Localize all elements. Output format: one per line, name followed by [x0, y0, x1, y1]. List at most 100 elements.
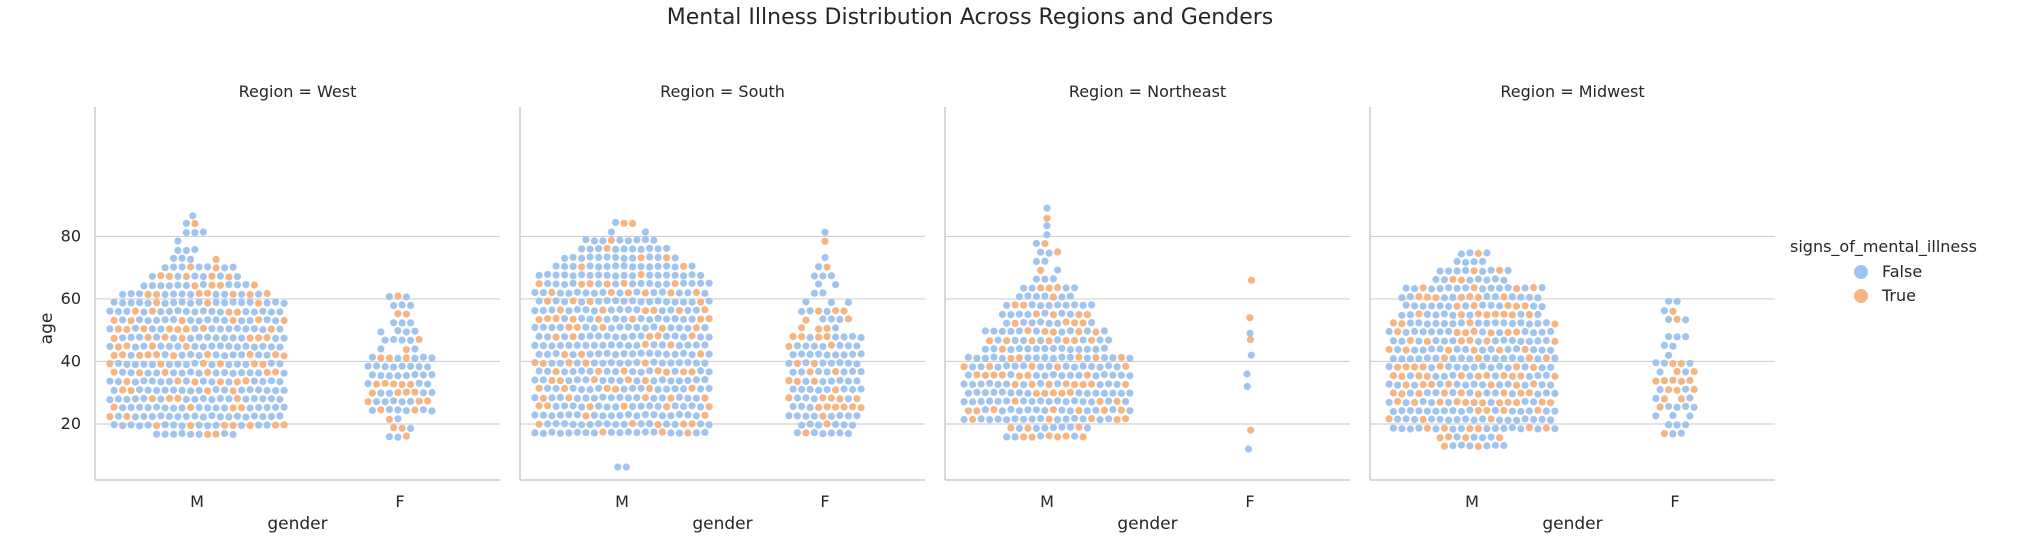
data-point	[1500, 372, 1508, 380]
data-point	[1457, 337, 1465, 345]
data-point	[544, 314, 552, 323]
data-point	[1470, 363, 1478, 371]
data-point	[178, 298, 186, 306]
legend: signs_of_mental_illness False True	[1790, 237, 1977, 305]
data-point	[1690, 385, 1698, 394]
data-point	[1673, 403, 1681, 411]
data-point	[1054, 284, 1062, 292]
data-point	[595, 297, 603, 305]
data-point	[671, 280, 679, 288]
data-point	[620, 333, 628, 341]
data-point	[535, 350, 543, 358]
data-point	[1508, 390, 1516, 398]
data-point	[1071, 284, 1079, 292]
data-point	[556, 289, 565, 297]
data-point	[667, 324, 675, 332]
data-point	[1682, 402, 1690, 410]
data-point	[697, 403, 705, 411]
data-point	[1428, 302, 1436, 310]
y-tick-label: 60	[61, 289, 81, 308]
data-point	[590, 341, 599, 349]
data-point	[1517, 372, 1525, 380]
data-point	[684, 394, 692, 402]
data-point	[1457, 372, 1465, 380]
data-point	[599, 393, 607, 401]
data-point	[539, 342, 548, 350]
data-point	[675, 324, 684, 332]
data-point	[629, 368, 637, 376]
data-point	[969, 398, 977, 406]
data-point	[170, 263, 178, 271]
data-point	[1075, 407, 1083, 415]
data-point	[1656, 403, 1664, 411]
data-point	[1445, 416, 1453, 424]
data-point	[1474, 293, 1482, 301]
data-point	[578, 333, 586, 341]
data-point	[161, 421, 169, 429]
data-point	[578, 263, 586, 271]
data-point	[212, 351, 220, 359]
data-point	[242, 325, 250, 333]
data-point	[697, 385, 705, 393]
swarm-points	[531, 218, 865, 471]
data-point	[1530, 329, 1538, 337]
data-point	[1126, 389, 1134, 397]
data-point	[1440, 337, 1448, 345]
data-point	[806, 385, 814, 393]
data-point	[573, 288, 582, 296]
data-point	[157, 282, 165, 290]
data-point	[1436, 362, 1444, 370]
data-point	[1517, 389, 1525, 397]
data-point	[1483, 354, 1491, 362]
data-point	[1015, 345, 1024, 353]
data-point	[823, 332, 831, 341]
data-point	[616, 411, 624, 420]
data-point	[1479, 328, 1487, 336]
data-point	[1028, 433, 1036, 441]
data-point	[187, 368, 195, 376]
data-point	[364, 362, 372, 370]
data-point	[1445, 346, 1453, 354]
data-point	[1054, 433, 1062, 441]
data-point	[1049, 328, 1057, 336]
data-point	[1071, 336, 1079, 345]
data-point	[1669, 411, 1677, 419]
data-point	[428, 388, 436, 397]
data-point	[544, 367, 552, 375]
data-point	[1037, 266, 1045, 274]
data-point	[131, 324, 139, 332]
data-point	[802, 394, 810, 402]
data-point	[1474, 249, 1482, 257]
data-point	[1049, 344, 1057, 353]
data-point	[208, 378, 216, 386]
data-point	[1105, 415, 1113, 423]
data-point	[1440, 372, 1448, 380]
data-point	[650, 411, 658, 419]
data-point	[1542, 336, 1550, 345]
data-point	[178, 263, 186, 271]
data-point	[1402, 346, 1410, 354]
data-point	[565, 429, 573, 437]
data-point	[1462, 381, 1470, 389]
data-point	[977, 415, 985, 423]
data-point	[272, 298, 280, 306]
data-point	[819, 343, 827, 351]
data-point	[131, 343, 139, 351]
data-point	[398, 398, 406, 406]
data-point	[1656, 368, 1664, 376]
data-point	[586, 262, 594, 270]
data-point	[127, 403, 135, 411]
data-point	[390, 319, 398, 327]
data-point	[531, 341, 539, 349]
data-point	[407, 301, 415, 309]
data-point	[1521, 327, 1529, 336]
data-point	[844, 395, 853, 403]
data-point	[1041, 257, 1049, 265]
data-point	[136, 403, 144, 411]
data-point	[238, 299, 246, 307]
data-point	[1491, 275, 1499, 283]
data-point	[671, 332, 679, 340]
data-point	[624, 411, 633, 419]
data-point	[692, 429, 701, 437]
data-point	[595, 253, 603, 261]
